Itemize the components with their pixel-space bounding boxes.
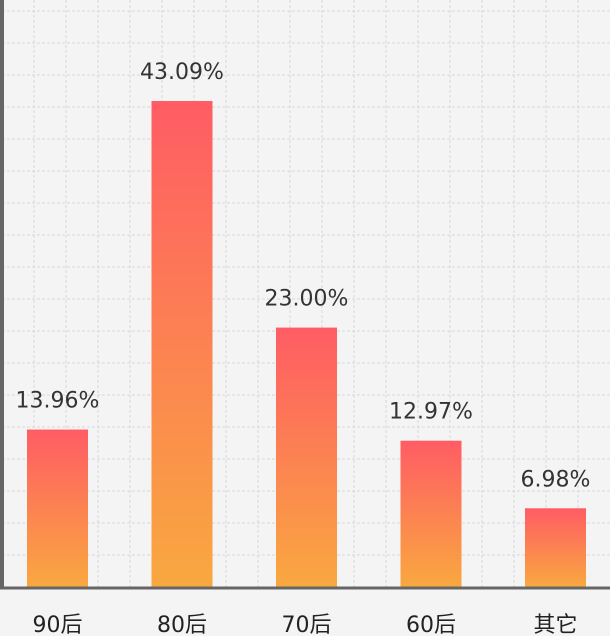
grid-lines xyxy=(2,0,610,587)
bar xyxy=(525,508,586,587)
bar xyxy=(151,101,213,587)
category-tick-label: 其它 xyxy=(533,613,577,636)
value-labels-group: 13.96% 43.09% 23.00% 12.97% 6.98% xyxy=(16,60,591,492)
category-labels-group: 90后 80后 70后 60后 其它 xyxy=(33,613,578,636)
category-tick-label: 90后 xyxy=(33,613,83,636)
category-tick-label: 80后 xyxy=(157,613,207,636)
bar-value-label: 13.96% xyxy=(16,389,100,414)
bar-value-label: 12.97% xyxy=(389,400,473,425)
category-tick-label: 60后 xyxy=(406,613,456,636)
bar-value-label: 6.98% xyxy=(521,467,591,492)
bar xyxy=(27,429,88,587)
bar xyxy=(400,440,462,587)
bar xyxy=(276,327,337,587)
bar-value-label: 43.09% xyxy=(140,60,224,85)
bars-group xyxy=(27,101,586,587)
category-tick-label: 70后 xyxy=(282,613,332,636)
bar-value-label: 23.00% xyxy=(265,287,349,312)
